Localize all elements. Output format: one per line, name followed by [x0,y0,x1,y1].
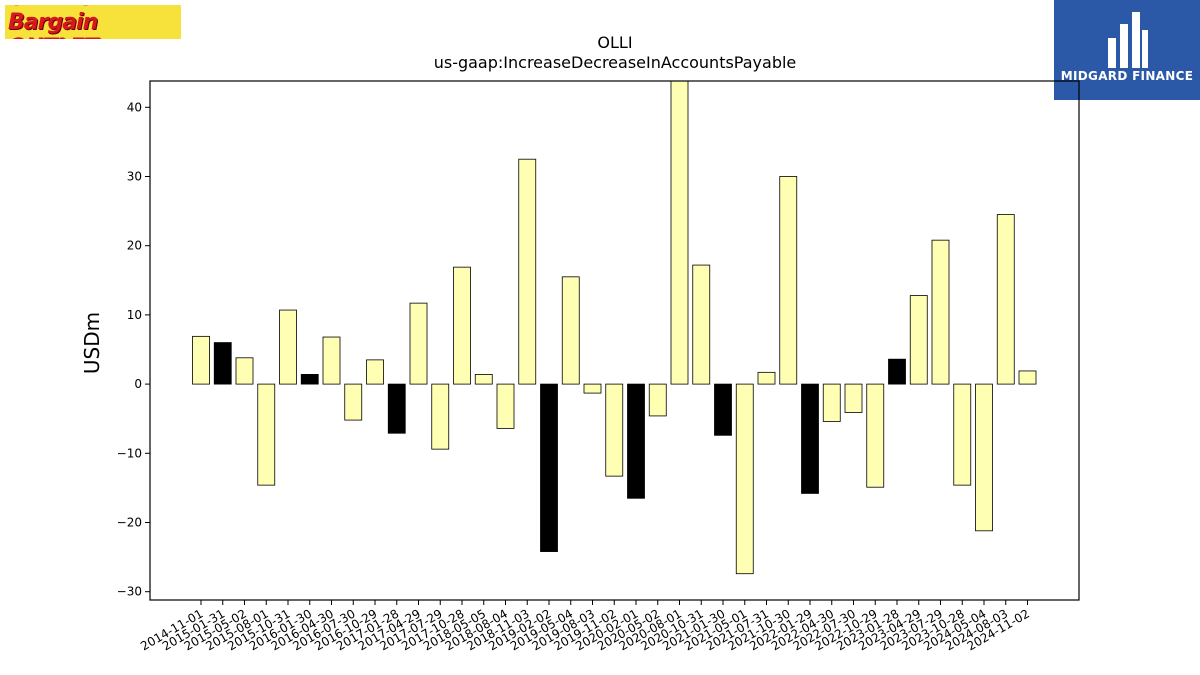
bar-2020-05-02 [648,383,667,417]
bar-2020-08-01 [670,80,689,385]
bar-2023-04-29 [909,295,928,385]
bar-2017-10-28 [453,266,471,385]
bar-2016-07-30 [344,383,363,421]
bar-2023-01-28 [888,358,906,385]
bar-2018-11-03 [518,158,537,385]
bar-2019-02-02 [540,383,558,552]
midgard-logo-text: MIDGARD FINANCE [1060,69,1194,83]
bar-2023-07-29 [931,239,950,385]
chart-subtitle: us-gaap:IncreaseDecreaseInAccountsPayabl… [434,53,797,72]
bar-2020-10-31 [692,264,711,385]
bar-2015-05-02 [235,357,254,385]
bar-2017-04-29 [409,302,428,385]
bar-2019-08-03 [583,383,602,394]
y-axis-label: USDm [80,312,104,374]
bar-2022-10-29 [866,383,885,488]
bar-2021-10-30 [779,176,798,385]
bar-2016-01-30 [300,374,319,385]
y-tick-label: 10 [127,308,142,322]
bars-group [192,80,1037,575]
chart-title: OLLI [597,33,632,52]
bar-2015-01-31 [213,342,232,385]
y-tick-label: −10 [117,446,142,460]
midgard-logo-icon [1108,12,1148,68]
bar-2019-11-02 [605,383,624,477]
y-tick-label: 0 [134,377,142,391]
plot-frame [149,80,1080,601]
bar-2018-08-04 [496,383,515,429]
bar-2023-10-28 [953,383,972,486]
bar-2016-04-30 [322,336,341,385]
bar-2017-07-29 [431,383,450,450]
ollies-logo-text: OLLIE'S Bargain OUTLET [8,5,99,39]
bar-2020-02-01 [627,383,645,499]
bar-2024-08-03 [996,214,1015,385]
y-ticks-group: −30 −20 −10 0 10 20 30 40 [117,100,150,599]
bar-2024-05-04 [975,383,993,532]
bar-2024-11-02 [1018,370,1037,385]
bar-2016-10-29 [366,359,384,385]
bar-2021-07-31 [757,371,776,385]
bar-2017-01-28 [387,383,406,434]
bar-2015-08-01 [257,383,276,486]
bar-2022-04-30 [822,383,841,422]
bar-2021-01-30 [714,383,732,436]
midgard-finance-logo: MIDGARD FINANCE [1054,0,1200,100]
y-tick-label: 40 [127,100,142,114]
ollies-logo: OLLIE'S Bargain OUTLET [5,5,181,39]
y-tick-label: 20 [127,239,142,253]
bar-2022-01-29 [801,383,819,494]
y-tick-label: −30 [117,585,142,599]
bar-2018-05-05 [474,374,493,385]
bar-2014-11-01 [192,335,210,385]
bar-2015-10-31 [279,309,297,385]
bar-2021-05-01 [735,383,754,575]
y-tick-label: −20 [117,515,142,529]
y-tick-label: 30 [127,169,142,183]
bar-2019-05-04 [561,276,580,385]
bar-2022-07-30 [844,383,863,413]
x-ticks-group: 2014-11-012015-01-312015-05-022015-08-01… [138,600,1032,653]
